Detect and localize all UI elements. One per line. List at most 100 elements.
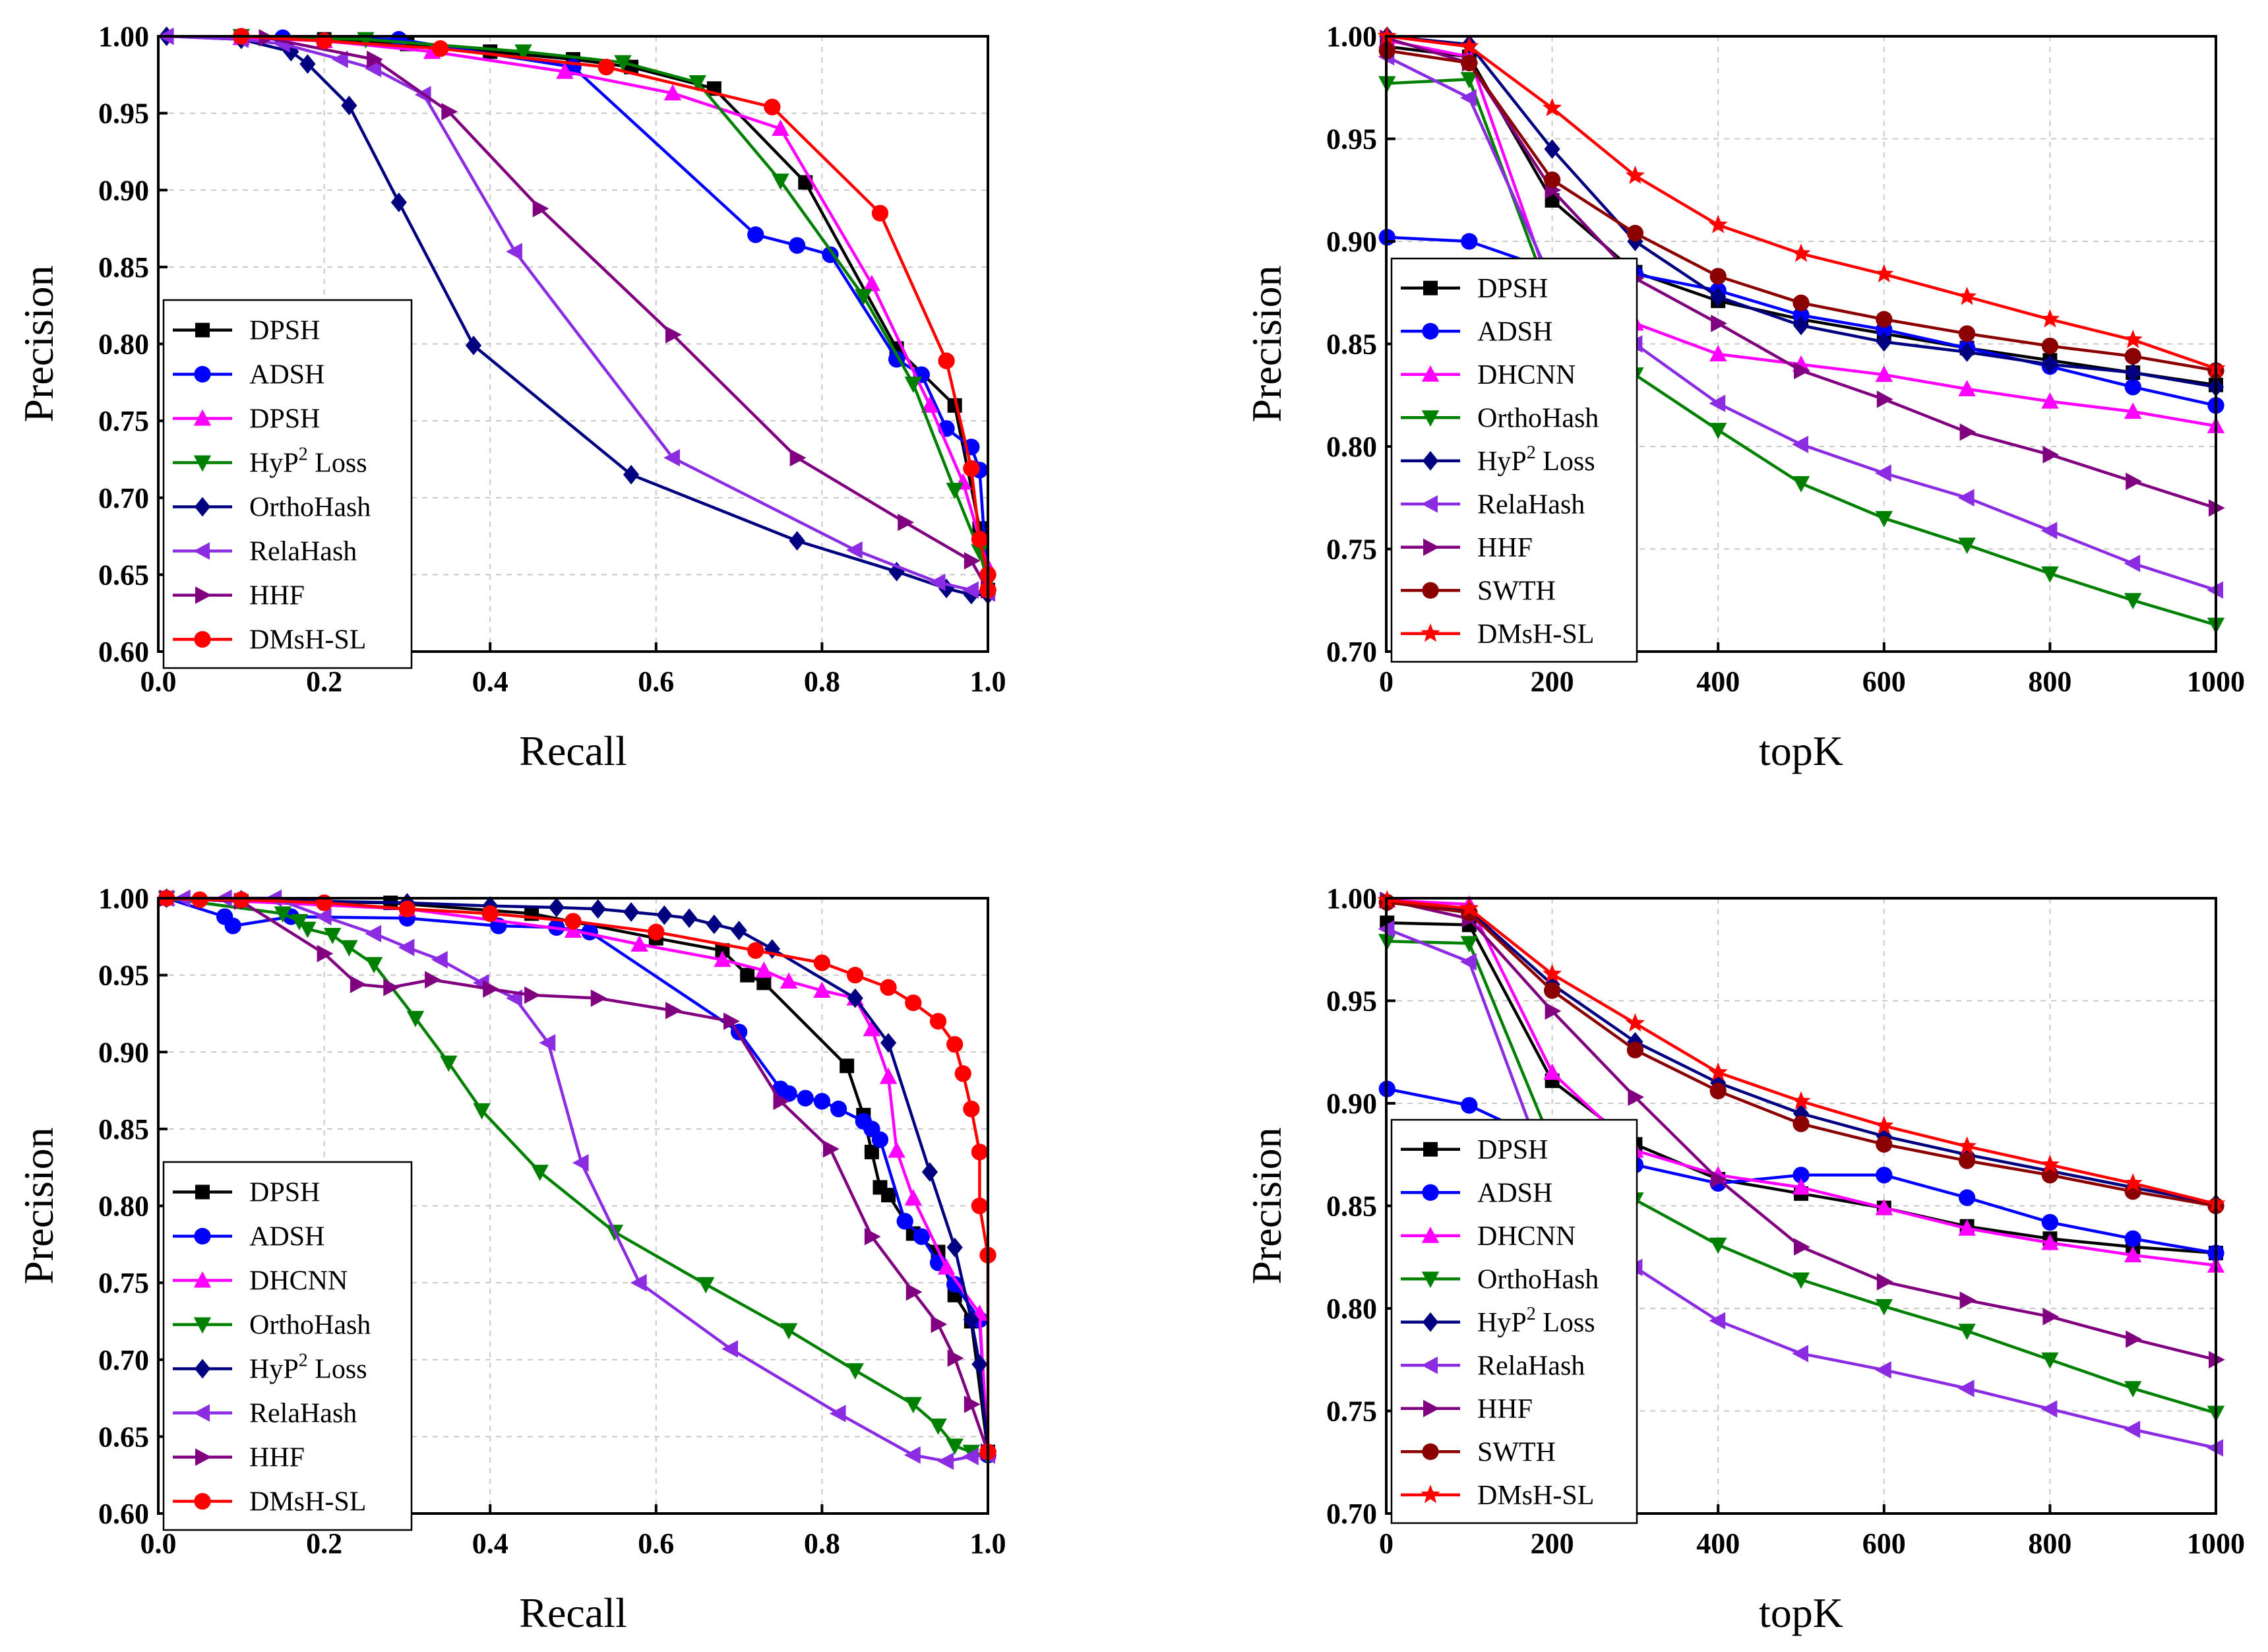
legend-label: DMsH-SL bbox=[1477, 1481, 1594, 1511]
series-point-3 bbox=[1460, 72, 1478, 89]
series-point-3 bbox=[1709, 1237, 1727, 1254]
series-point-6 bbox=[789, 448, 807, 467]
y-tick-label: 0.75 bbox=[98, 405, 149, 437]
y-tick-label: 0.80 bbox=[1326, 1293, 1377, 1325]
legend-swatch-marker bbox=[194, 1359, 211, 1379]
x-tick-label: 0.6 bbox=[638, 1527, 674, 1560]
series-point-4 bbox=[963, 1310, 979, 1330]
legend-label: HyP2 Loss bbox=[249, 444, 367, 479]
series-point-5 bbox=[365, 59, 382, 78]
series-point-5 bbox=[1957, 489, 1975, 506]
y-tick-label: 0.85 bbox=[1326, 328, 1377, 361]
series-line-2 bbox=[241, 36, 990, 568]
x-tick-label: 1000 bbox=[2187, 1527, 2245, 1560]
legend-swatch-marker bbox=[1421, 410, 1440, 427]
series-point-3 bbox=[340, 940, 358, 957]
series-point-2 bbox=[937, 1258, 956, 1275]
legend-label: SWTH bbox=[1477, 1437, 1556, 1467]
series-point-4 bbox=[1876, 332, 1892, 352]
series-point-7 bbox=[764, 98, 781, 115]
legend-label: DHCNN bbox=[249, 1266, 348, 1297]
series-point-7 bbox=[648, 923, 665, 940]
series-point-6 bbox=[2126, 1330, 2142, 1348]
series-point-7 bbox=[432, 40, 449, 57]
series-point-6 bbox=[441, 103, 458, 121]
y-tick-label: 0.85 bbox=[98, 1113, 149, 1146]
series-point-8 bbox=[1625, 166, 1645, 184]
legend-label: HHF bbox=[249, 1443, 305, 1473]
series-point-4 bbox=[946, 1237, 963, 1258]
series-point-5 bbox=[332, 50, 348, 69]
legend-swatch-marker bbox=[194, 630, 211, 648]
series-point-7 bbox=[813, 954, 831, 971]
series-point-1 bbox=[789, 237, 806, 254]
legend-label: HyP2 Loss bbox=[1477, 1304, 1595, 1338]
series-point-6 bbox=[383, 979, 400, 996]
panel-bottom-left: 0.0 0.2 0.4 0.6 0.8 1.0 0.60 0.65 0.70 0.75 0.80 0.… bbox=[15, 882, 1006, 1636]
series-point-6 bbox=[1628, 1088, 1645, 1106]
x-tick-label: 0 bbox=[1379, 1527, 1394, 1560]
y-tick-label: 0.85 bbox=[98, 251, 149, 284]
x-tick-label: 1.0 bbox=[970, 665, 1006, 698]
series-point-1 bbox=[2041, 1213, 2059, 1231]
legend-swatch-marker bbox=[193, 409, 212, 426]
series-point-7 bbox=[963, 1100, 980, 1118]
series-point-5 bbox=[398, 938, 415, 956]
series-point-1 bbox=[913, 1228, 931, 1245]
series-point-6 bbox=[1794, 361, 1810, 380]
series-point-4 bbox=[1793, 315, 1810, 336]
series-point-1 bbox=[896, 1213, 913, 1230]
series-point-2 bbox=[780, 972, 798, 989]
series-point-6 bbox=[2042, 446, 2060, 464]
series-point-4 bbox=[390, 193, 407, 212]
legend-swatch-marker bbox=[1421, 1484, 1440, 1504]
y-tick-label: 0.70 bbox=[1326, 636, 1377, 668]
series-point-2 bbox=[863, 1020, 881, 1037]
series-point-3 bbox=[904, 377, 922, 393]
legend-label: DHCNN bbox=[1477, 360, 1576, 390]
series-group bbox=[157, 888, 997, 1470]
legend-label: RelaHash bbox=[249, 1399, 357, 1429]
series-point-6 bbox=[723, 1012, 740, 1030]
y-tick-label: 0.95 bbox=[1326, 985, 1377, 1018]
x-tick-label: 0.0 bbox=[140, 1527, 177, 1560]
series-point-3 bbox=[697, 1277, 715, 1294]
series-point-4 bbox=[548, 898, 565, 917]
legend-swatch-marker bbox=[194, 1492, 211, 1510]
y-tick-label: 0.60 bbox=[98, 1498, 149, 1530]
legend-label: HyP2 Loss bbox=[249, 1351, 367, 1385]
series-point-1 bbox=[1461, 233, 1478, 250]
y-tick-label: 0.65 bbox=[98, 559, 149, 591]
series-point-7 bbox=[481, 905, 499, 922]
series-point-4 bbox=[1710, 287, 1727, 307]
series-point-6 bbox=[1876, 390, 1893, 408]
legend: DPSH ADSH DHCNN OrthoHash HyP2 Loss RelaHash H… bbox=[1390, 257, 1638, 663]
series-point-3 bbox=[2041, 1352, 2059, 1369]
series-point-1 bbox=[747, 226, 764, 243]
series-point-3 bbox=[323, 927, 342, 944]
x-tick-label: 600 bbox=[1862, 665, 1906, 698]
series-point-7 bbox=[233, 891, 250, 908]
series-point-8 bbox=[1791, 243, 1811, 262]
series-point-2 bbox=[904, 1189, 922, 1206]
legend-swatch-marker bbox=[1421, 623, 1440, 642]
series-point-2 bbox=[630, 935, 648, 952]
legend-label: OrthoHash bbox=[249, 1310, 371, 1341]
series-point-5 bbox=[1709, 394, 1726, 412]
series-point-4 bbox=[299, 54, 316, 74]
panel-top-left: 0.0 0.2 0.4 0.6 0.8 1.0 0.60 0.65 0.70 0.75 0.80 0.… bbox=[15, 20, 1006, 774]
series-point-2 bbox=[1709, 345, 1727, 362]
legend-label: SWTH bbox=[1477, 576, 1556, 606]
series-point-7 bbox=[954, 1065, 971, 1082]
series-point-2 bbox=[1958, 1219, 1976, 1236]
series-point-3 bbox=[946, 483, 964, 499]
series-point-2 bbox=[1875, 365, 1893, 382]
series-point-2 bbox=[772, 119, 789, 136]
series-point-8 bbox=[1543, 98, 1562, 117]
series-point-8 bbox=[1874, 1115, 1894, 1134]
series-point-5 bbox=[431, 951, 448, 969]
series-point-7 bbox=[565, 913, 582, 930]
x-tick-label: 0 bbox=[1379, 665, 1394, 698]
series-point-1 bbox=[2124, 1230, 2141, 1247]
